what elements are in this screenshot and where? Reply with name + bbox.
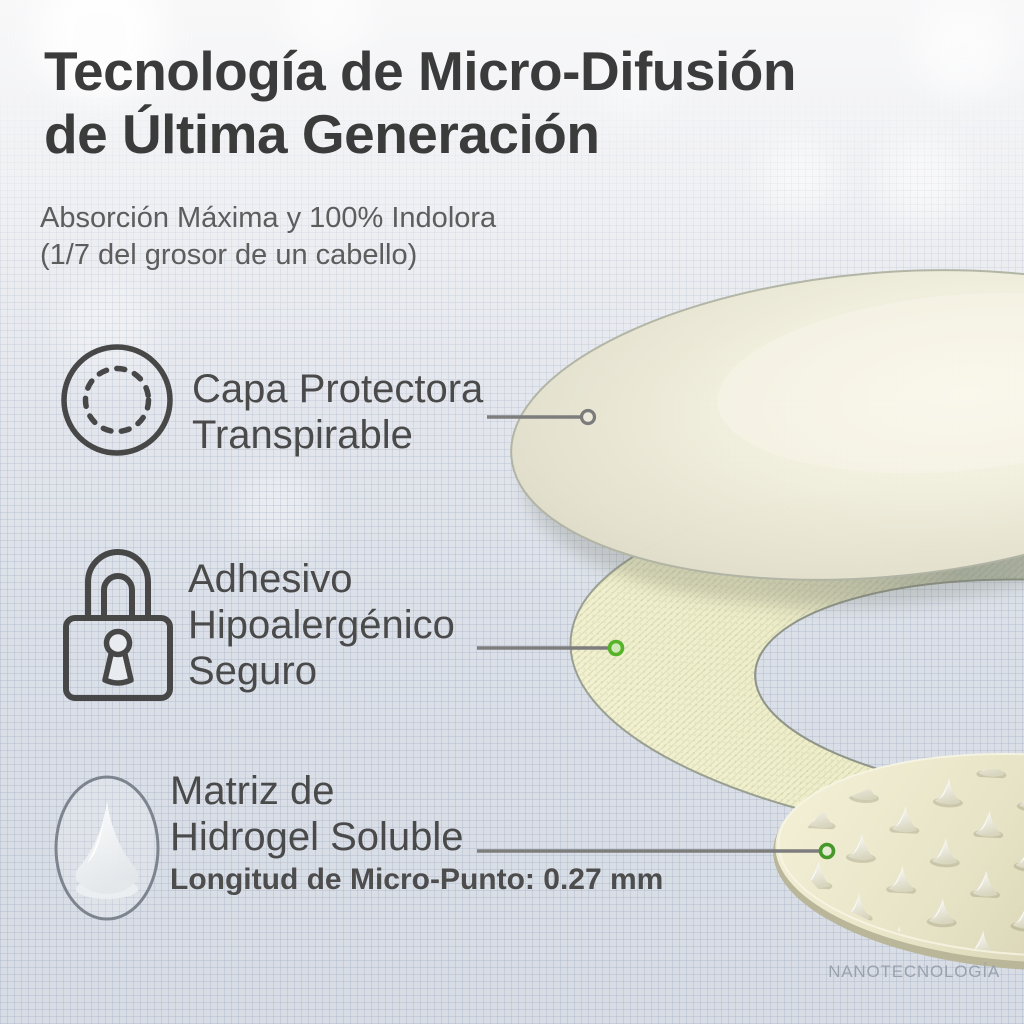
feature-label-line: Adhesivo <box>188 557 353 601</box>
watermark-text: NANOTECNOLOGÍA <box>828 962 1000 981</box>
bokeh-highlight <box>760 140 835 215</box>
feature-label-adhesive: Adhesivo Hipoalergénico Seguro <box>188 556 455 694</box>
feature-label-line: Capa Protectora <box>192 367 484 411</box>
dashed-circle-icon <box>61 344 173 456</box>
bokeh-highlight <box>880 138 965 223</box>
leader-dot-hydrogel <box>818 842 836 860</box>
bokeh-highlight <box>600 50 670 120</box>
leader-dot-protective <box>579 408 597 426</box>
page-subtitle: Absorción Máxima y 100% Indolora (1/7 de… <box>40 200 680 274</box>
feature-label-hydrogel: Matriz de Hidrogel Soluble Longitud de M… <box>170 768 663 900</box>
bokeh-highlight <box>60 280 155 375</box>
feature-label-line: Hipoalergénico <box>188 603 455 647</box>
hydrogel-matrix-disc <box>773 753 1024 971</box>
page-title-line2: de Última Generación <box>44 102 600 165</box>
bokeh-highlight <box>35 0 165 100</box>
subtitle-line1: Absorción Máxima y 100% Indolora <box>40 202 497 234</box>
padlock-icon <box>63 549 173 701</box>
micro-points-grid <box>799 769 1024 955</box>
feature-label-line: Hidrogel Soluble <box>170 815 464 859</box>
feature-label-line: Transpirable <box>192 413 413 457</box>
bokeh-highlight <box>915 0 1010 95</box>
leader-dot-adhesive <box>607 639 625 657</box>
microneedle-icon <box>54 775 160 921</box>
bokeh-highlight <box>235 465 320 550</box>
feature-label-line: Matriz de <box>170 769 335 813</box>
subtitle-line2: (1/7 del grosor de un cabello) <box>40 238 418 271</box>
feature-label-line: Seguro <box>188 649 317 693</box>
page-title: Tecnología de Micro-Difusión de Última G… <box>44 40 944 165</box>
page-title-line1: Tecnología de Micro-Difusión <box>44 40 796 102</box>
protective-layer-disc <box>510 269 1024 581</box>
micro-point-length-note: Longitud de Micro-Punto: 0.27 mm <box>170 863 664 896</box>
feature-label-protective: Capa Protectora Transpirable <box>192 366 483 458</box>
